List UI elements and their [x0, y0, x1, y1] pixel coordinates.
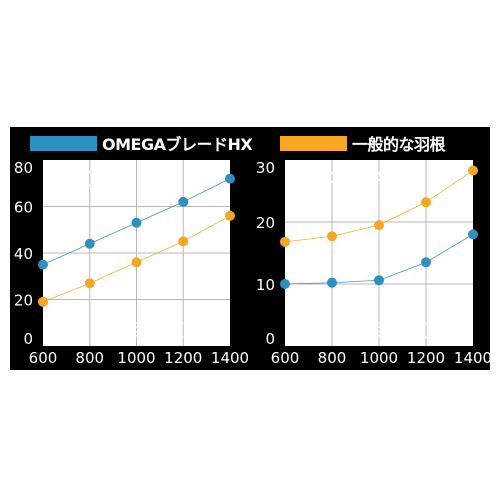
legend-label-generic: 一般的な羽根 — [352, 135, 446, 154]
data-point-series-1 — [225, 173, 235, 184]
x-tick-label: 1400 — [454, 349, 492, 367]
y-tick-label: 10 — [256, 276, 275, 294]
data-point-series-2 — [225, 210, 235, 221]
y-tick-label: 40 — [14, 245, 33, 263]
chart-1: 0 20 40 60 80 600 800 1000 1200 1400 風量(CFM) 回転数(rp… — [14, 159, 249, 367]
data-point-series-1 — [280, 279, 290, 289]
data-point-series-2 — [131, 257, 142, 268]
data-point-series-1 — [468, 229, 478, 240]
legend-item-generic: 一般的な羽根 — [280, 133, 446, 154]
data-point-series-2 — [421, 197, 431, 208]
legend-label-omega: OMEGAブレードHX — [102, 135, 253, 154]
data-point-series-1 — [38, 259, 48, 270]
x-tick-label: 1000 — [360, 349, 398, 367]
data-point-series-2 — [84, 278, 95, 289]
legend-swatch-generic — [280, 135, 347, 151]
x-tick-label: 800 — [318, 349, 347, 367]
data-point-series-1 — [374, 275, 384, 286]
chart-2: 0 10 20 30 600 800 1000 1200 1400 ノイズ(dBA) 回転数(rpm… — [256, 159, 492, 367]
data-point-series-2 — [178, 236, 189, 247]
data-point-series-2 — [38, 296, 48, 307]
y-tick-label: 0 — [265, 330, 275, 348]
x-tick-label: 1400 — [211, 349, 249, 367]
data-point-series-1 — [84, 238, 95, 249]
y-tick-label: 60 — [14, 199, 33, 217]
y-tick-label: 20 — [14, 292, 33, 310]
x-axis-label: 回転数(rpm) — [127, 321, 226, 341]
y-tick-label: 20 — [256, 214, 275, 232]
x-tick-label: 1000 — [117, 349, 155, 367]
x-tick-label: 1200 — [164, 349, 202, 367]
y-tick-label: 0 — [23, 330, 33, 348]
data-point-series-2 — [327, 231, 337, 242]
data-point-series-1 — [421, 257, 431, 268]
y-tick-label: 30 — [256, 159, 275, 177]
data-point-series-1 — [131, 217, 142, 228]
data-point-series-2 — [374, 220, 384, 231]
x-axis-label: 回転数(rpm) — [370, 321, 469, 341]
legend-item-omega: OMEGAブレードHX — [30, 133, 253, 154]
data-point-series-1 — [327, 277, 337, 288]
x-tick-label: 800 — [75, 349, 104, 367]
data-point-series-2 — [280, 236, 290, 247]
data-point-series-2 — [468, 165, 478, 176]
legend-swatch-omega — [30, 135, 97, 151]
y-tick-label: 80 — [14, 159, 33, 177]
x-tick-label: 600 — [29, 349, 58, 367]
data-point-series-1 — [178, 196, 189, 207]
chart-title: ノイズ(dBA) — [293, 169, 391, 189]
x-tick-label: 1200 — [407, 349, 445, 367]
x-tick-label: 600 — [271, 349, 300, 367]
chart-title: 風量(CFM) — [51, 169, 135, 189]
